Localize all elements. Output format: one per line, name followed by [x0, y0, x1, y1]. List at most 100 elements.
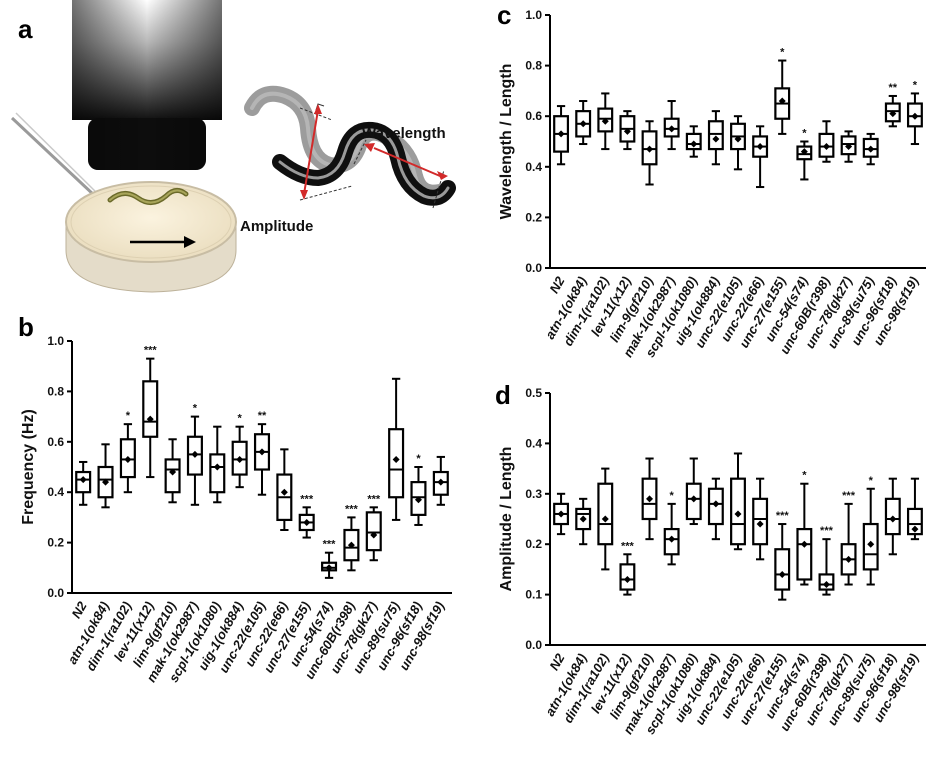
box-unc-22-e105- — [730, 115, 746, 171]
mean-marker — [102, 478, 110, 486]
mean-marker — [370, 531, 378, 539]
mean-marker — [668, 535, 676, 543]
iqr-box — [707, 120, 724, 151]
mean-marker — [734, 135, 742, 143]
box-dim-1-ra102- — [597, 467, 614, 571]
mean-marker — [867, 540, 875, 548]
box-unc-89-su75- — [388, 377, 405, 521]
mean-marker — [712, 500, 720, 508]
box-unc-54-s74-: * — [796, 470, 813, 586]
iqr-box — [796, 527, 813, 581]
mean-marker — [867, 145, 875, 153]
box-lim-9-gf210- — [641, 120, 658, 186]
significance-label: * — [802, 470, 807, 482]
box-unc-98-sf19- — [432, 455, 449, 506]
mean-marker — [579, 515, 587, 523]
mean-marker — [800, 148, 808, 156]
y-tick-label: 1.0 — [525, 8, 542, 22]
y-tick-label: 0.4 — [47, 485, 64, 499]
objective-lens — [72, 0, 222, 170]
mean-marker — [889, 515, 897, 523]
y-tick-label: 0.4 — [525, 160, 542, 174]
mean-marker — [79, 476, 87, 484]
mean-marker — [822, 143, 830, 151]
panel-label-a: a — [18, 14, 33, 44]
y-tick-label: 0.2 — [525, 210, 542, 224]
y-tick-label: 0.3 — [525, 487, 542, 501]
box-dim-1-ra102-: * — [119, 410, 136, 494]
mean-marker — [646, 145, 654, 153]
mean-marker — [756, 143, 764, 151]
box-lev-11-x12-: *** — [142, 345, 159, 479]
box-unc-98-sf19-: * — [906, 79, 923, 146]
amplitude-label: Amplitude — [240, 218, 313, 235]
mean-marker — [623, 127, 631, 135]
box-lev-11-x12- — [619, 110, 636, 151]
mean-marker — [668, 125, 676, 133]
mean-marker — [392, 455, 400, 463]
box-lim-9-gf210- — [164, 438, 181, 504]
mean-marker — [601, 117, 609, 125]
significance-label: *** — [621, 540, 635, 552]
box-unc-60b-r398-: *** — [818, 525, 835, 596]
box-unc-22-e66- — [276, 448, 293, 531]
iqr-box — [365, 511, 382, 552]
significance-label: ** — [258, 410, 267, 422]
box-unc-78-gk27-: *** — [365, 493, 382, 562]
mean-marker — [623, 575, 631, 583]
y-tick-label: 0.2 — [525, 537, 542, 551]
mean-marker — [236, 455, 244, 463]
significance-label: * — [670, 490, 675, 502]
panel-label-d: d — [495, 380, 511, 410]
box-uig-1-ok884-: * — [231, 413, 248, 489]
x-category-label: N2 — [546, 650, 568, 673]
box-unc-96-sf18- — [884, 477, 901, 556]
mean-marker — [347, 541, 355, 549]
mean-marker — [778, 570, 786, 578]
mean-marker — [778, 97, 786, 105]
y-tick-label: 0.5 — [525, 386, 542, 400]
mean-marker — [889, 110, 897, 118]
direction-arrow — [130, 236, 196, 248]
y-tick-label: 0.1 — [525, 588, 542, 602]
significance-label: *** — [345, 503, 359, 515]
mean-marker — [146, 415, 154, 423]
mean-marker — [646, 495, 654, 503]
x-category-label: N2 — [68, 598, 90, 621]
box-unc-89-su75- — [862, 132, 879, 166]
box-scpl-1-ok1080- — [685, 457, 702, 526]
y-tick-label: 0.8 — [525, 59, 542, 73]
significance-label: *** — [842, 490, 856, 502]
needle — [10, 112, 101, 198]
box-unc-89-su75-: * — [862, 475, 879, 586]
box-unc-22-e66- — [752, 125, 769, 189]
significance-label: * — [193, 403, 198, 415]
iqr-box — [142, 380, 159, 438]
mean-marker — [213, 463, 221, 471]
iqr-box — [388, 428, 405, 499]
box-unc-27-e155-: *** — [298, 493, 315, 539]
iqr-box — [597, 482, 614, 546]
mean-marker — [845, 555, 853, 563]
significance-label: * — [780, 47, 785, 59]
significance-label: *** — [144, 345, 158, 357]
box-mak-1-ok2987-: * — [186, 403, 203, 506]
mean-marker — [800, 540, 808, 548]
y-axis-title: Frequency (Hz) — [20, 409, 37, 525]
box-uig-1-ok884- — [707, 477, 724, 541]
significance-label: *** — [776, 510, 790, 522]
box-scpl-1-ok1080- — [685, 125, 702, 158]
box-n2 — [553, 492, 570, 536]
box-lev-11-x12-: *** — [619, 540, 636, 596]
box-unc-27-e155-: *** — [774, 510, 791, 601]
mean-marker — [303, 518, 311, 526]
y-axis-title: Amplitude / Length — [498, 447, 515, 592]
mean-marker — [169, 468, 177, 476]
significance-label: * — [869, 475, 874, 487]
significance-label: * — [126, 410, 131, 422]
panel-label-c: c — [497, 0, 512, 30]
y-tick-label: 0.4 — [525, 436, 542, 450]
box-mak-1-ok2987-: * — [663, 490, 680, 566]
mean-marker — [734, 510, 742, 518]
